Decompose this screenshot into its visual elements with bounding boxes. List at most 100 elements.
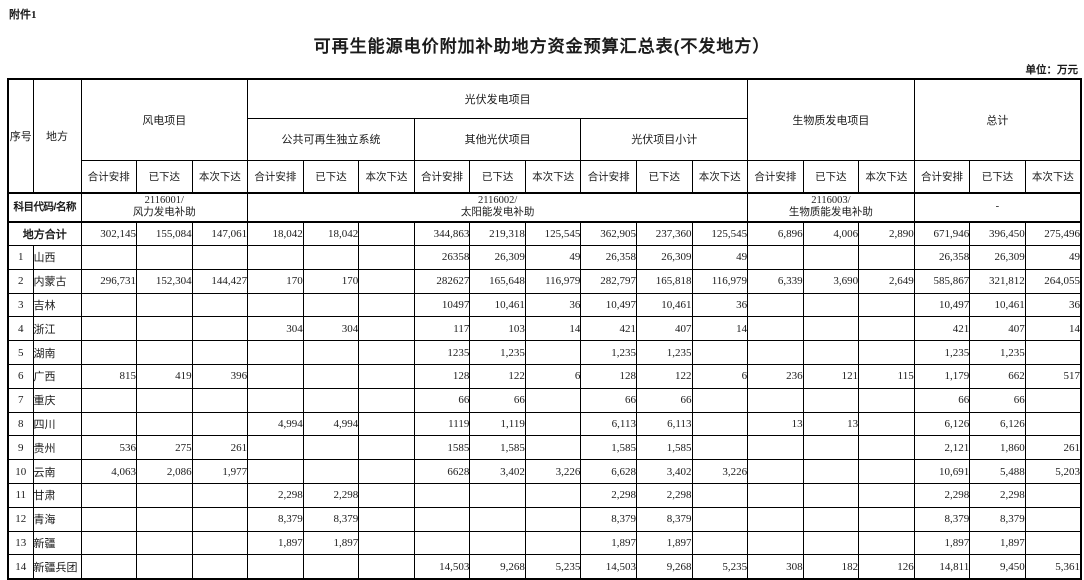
total-value-cell: 4,006 [802, 221, 860, 246]
value-cell [1024, 387, 1082, 413]
value-cell: 1,897 [913, 530, 971, 556]
value-cell: 421 [580, 316, 637, 342]
value-cell: 116,979 [524, 268, 582, 294]
region-cell: 四川 [32, 411, 82, 437]
col-subheader: 合计安排 [913, 159, 971, 193]
value-cell [802, 292, 860, 318]
value-cell: 6,628 [580, 459, 637, 484]
table-row: 6 广西 815 419 396 128 122 6 128 122 6 236 121 115 1,179… [7, 363, 1082, 389]
value-cell: 116,979 [691, 268, 749, 294]
value-cell: 4,994 [302, 411, 360, 437]
value-cell [302, 435, 360, 461]
biomass-subject-code: 2116003/ 生物质能发电补助 [747, 191, 915, 223]
value-cell: 66 [469, 387, 526, 413]
seq-cell: 4 [7, 316, 34, 342]
value-cell: 10,497 [580, 292, 637, 318]
region-cell: 广西 [32, 363, 82, 389]
value-cell [858, 411, 915, 437]
value-cell: 165,648 [469, 268, 526, 294]
col-subheader: 本次下达 [691, 159, 749, 193]
value-cell: 1,897 [247, 530, 304, 556]
value-cell: 122 [635, 363, 693, 389]
value-cell: 321,812 [969, 268, 1026, 294]
total-value-cell: 2,890 [858, 221, 915, 246]
col-header-pv-subtotal: 光伏项目小计 [580, 117, 749, 161]
value-cell: 10497 [413, 292, 471, 318]
col-subheader: 已下达 [136, 159, 193, 193]
value-cell [747, 387, 804, 413]
col-header-total: 总计 [913, 78, 1082, 161]
seq-cell: 2 [7, 268, 34, 294]
total-value-cell: 125,545 [524, 221, 582, 246]
value-cell [247, 387, 304, 413]
value-cell: 815 [80, 363, 138, 389]
value-cell [136, 340, 193, 365]
value-cell [80, 292, 138, 318]
value-cell [413, 482, 471, 508]
seq-cell: 12 [7, 506, 34, 532]
table-row: 4 浙江 304 304 117 103 14 421 407 14 421 407 14 [7, 316, 1082, 342]
value-cell: 9,268 [635, 554, 693, 580]
value-cell: 170 [302, 268, 360, 294]
grand-total-label: 地方合计 [7, 221, 82, 246]
value-cell: 5,203 [1024, 459, 1082, 484]
col-subheader: 已下达 [302, 159, 360, 193]
value-cell [802, 530, 860, 556]
value-cell: 264,055 [1024, 268, 1082, 294]
value-cell: 275 [136, 435, 193, 461]
value-cell: 13 [802, 411, 860, 437]
table-row: 2 内蒙古 296,731 152,304 144,427 170 170 282627 165… [7, 268, 1082, 294]
value-cell [802, 316, 860, 342]
subject-code-row: 科目代码/名称 2116001/ 风力发电补助 2116002/ 太阳能发电补助… [7, 191, 1082, 223]
value-cell [136, 554, 193, 580]
value-cell: 8,379 [635, 506, 693, 532]
value-cell: 1,235 [580, 340, 637, 365]
value-cell [691, 340, 749, 365]
value-cell: 407 [635, 316, 693, 342]
wind-subject-code: 2116001/ 风力发电补助 [80, 191, 249, 223]
value-cell [691, 435, 749, 461]
value-cell [858, 506, 915, 532]
value-cell: 14 [691, 316, 749, 342]
value-cell [1024, 482, 1082, 508]
value-cell: 14,811 [913, 554, 971, 580]
value-cell: 1,860 [969, 435, 1026, 461]
value-cell [302, 459, 360, 484]
value-cell: 421 [913, 316, 971, 342]
value-cell [858, 316, 915, 342]
value-cell [1024, 340, 1082, 365]
value-cell [358, 363, 415, 389]
value-cell [691, 482, 749, 508]
col-subheader: 本次下达 [191, 159, 249, 193]
value-cell: 1,585 [580, 435, 637, 461]
value-cell: 49 [691, 245, 749, 270]
total-value-cell [358, 221, 415, 246]
total-value-cell: 396,450 [969, 221, 1026, 246]
value-cell [302, 340, 360, 365]
value-cell: 115 [858, 363, 915, 389]
value-cell [691, 530, 749, 556]
seq-cell: 8 [7, 411, 34, 437]
value-cell: 8,379 [302, 506, 360, 532]
value-cell [358, 482, 415, 508]
value-cell: 6 [524, 363, 582, 389]
value-cell: 2,298 [913, 482, 971, 508]
value-cell: 1,977 [191, 459, 249, 484]
value-cell: 8,379 [913, 506, 971, 532]
value-cell [302, 387, 360, 413]
value-cell: 6,113 [635, 411, 693, 437]
value-cell: 282627 [413, 268, 471, 294]
col-header-pv-other: 其他光伏项目 [413, 117, 582, 161]
value-cell: 2,298 [969, 482, 1026, 508]
value-cell: 1,585 [469, 435, 526, 461]
value-cell [747, 435, 804, 461]
value-cell [247, 554, 304, 580]
value-cell [80, 387, 138, 413]
col-subheader: 合计安排 [580, 159, 637, 193]
value-cell [80, 530, 138, 556]
value-cell [858, 245, 915, 270]
value-cell [358, 554, 415, 580]
value-cell [691, 411, 749, 437]
seq-cell: 3 [7, 292, 34, 318]
value-cell: 66 [635, 387, 693, 413]
